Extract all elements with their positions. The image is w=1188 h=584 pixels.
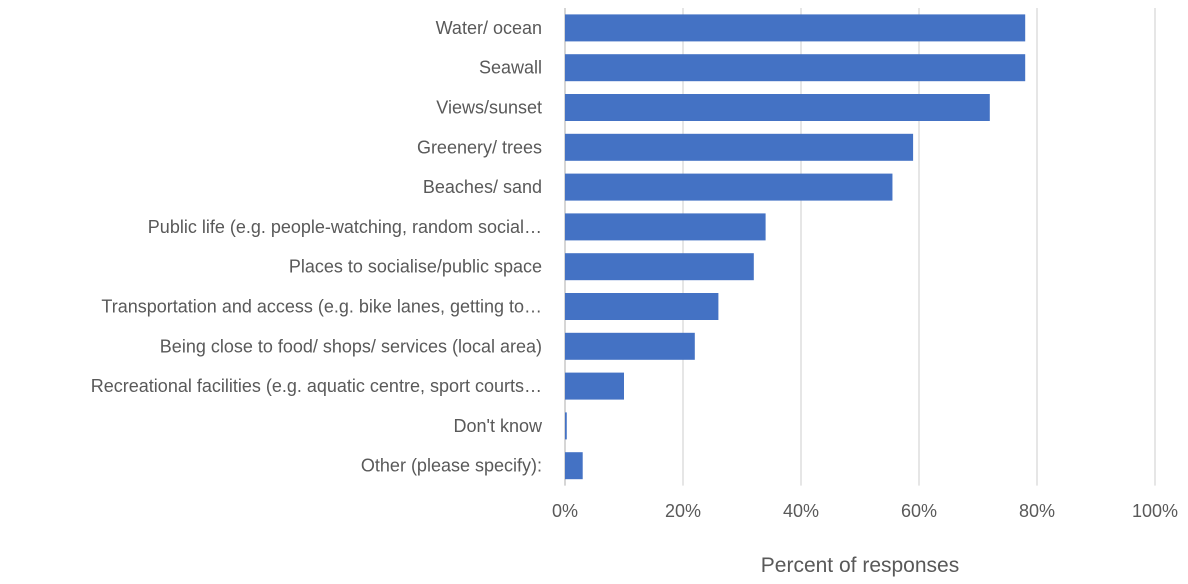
x-tick-label: 80% (1019, 501, 1055, 521)
bar (565, 293, 719, 320)
category-label: Seawall (479, 58, 542, 78)
gridlines (564, 8, 1156, 486)
bar (565, 133, 914, 161)
category-label: Transportation and access (e.g. bike lan… (101, 297, 542, 317)
category-label: Places to socialise/public space (289, 257, 542, 277)
x-axis-title: Percent of responses (761, 554, 959, 577)
bar (565, 54, 1026, 82)
x-tick-label: 0% (552, 501, 578, 521)
category-label: Views/sunset (436, 98, 542, 118)
bar (565, 412, 567, 440)
bar (565, 372, 624, 400)
category-label: Other (please specify): (361, 456, 542, 476)
bar (565, 452, 583, 480)
category-label: Recreational facilities (e.g. aquatic ce… (91, 376, 542, 396)
bar (565, 253, 754, 281)
bar (565, 173, 893, 201)
category-label: Water/ ocean (436, 18, 542, 38)
x-tick-label: 40% (783, 501, 819, 521)
category-label: Beaches/ sand (423, 177, 542, 197)
category-label: Public life (e.g. people-watching, rando… (148, 217, 542, 237)
x-tick-labels: 0% 20% 40% 60% 80% 100% (552, 501, 1178, 521)
category-label: Greenery/ trees (417, 137, 542, 157)
category-labels: Water/ ocean Seawall Views/sunset Greenery/… (91, 18, 543, 476)
x-tick-label: 60% (901, 501, 937, 521)
bar (565, 14, 1026, 42)
bar (565, 94, 990, 121)
bar (565, 332, 695, 360)
category-label: Being close to food/ shops/ services (lo… (160, 336, 542, 356)
bars (565, 14, 1026, 480)
x-tick-label: 100% (1132, 501, 1178, 521)
x-tick-label: 20% (665, 501, 701, 521)
bar (565, 213, 766, 241)
category-label: Don't know (454, 416, 543, 436)
